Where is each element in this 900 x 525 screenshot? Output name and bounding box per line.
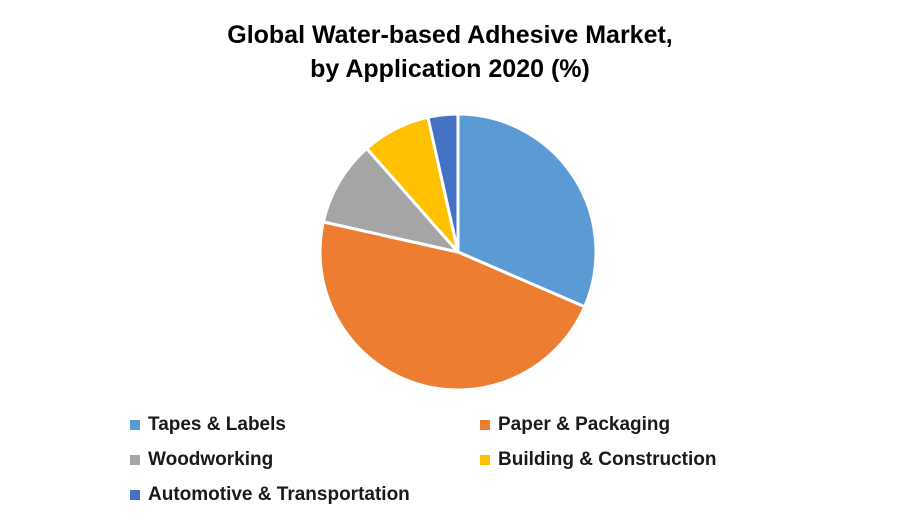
legend-item-tapes-and-labels: Tapes & Labels <box>130 412 480 437</box>
legend-label: Building & Construction <box>498 448 717 470</box>
legend-label: Woodworking <box>148 448 274 470</box>
chart-title-line-2: by Application 2020 (%) <box>310 55 590 83</box>
legend-label: Paper & Packaging <box>498 413 671 435</box>
legend-item-automotive-and-transportation: Automotive & Transportation <box>130 482 480 507</box>
pie-slice-paper-and-packaging <box>318 220 587 392</box>
legend-swatch <box>130 489 140 500</box>
legend-swatch <box>480 419 490 430</box>
chart-title: Global Water-based Adhesive Market, by A… <box>0 18 900 86</box>
pie-slice-woodworking <box>321 146 460 254</box>
pie-slice-tapes-and-labels <box>456 112 598 309</box>
chart-title-line-1: Global Water-based Adhesive Market, <box>227 21 673 49</box>
legend-swatch <box>130 454 140 465</box>
legend-item-woodworking: Woodworking <box>130 447 480 472</box>
legend-item-building-and-construction: Building & Construction <box>480 447 750 472</box>
legend-swatch <box>130 419 140 430</box>
legend-label: Tapes & Labels <box>148 413 286 435</box>
legend-swatch <box>480 454 490 465</box>
legend-item-paper-and-packaging: Paper & Packaging <box>480 412 750 437</box>
pie-chart <box>318 112 598 392</box>
legend: Tapes & Labels Paper & Packaging Woodworki… <box>130 412 750 507</box>
legend-label: Automotive & Transportation <box>148 483 410 505</box>
pie-slice-automotive-and-transportation <box>426 112 460 254</box>
